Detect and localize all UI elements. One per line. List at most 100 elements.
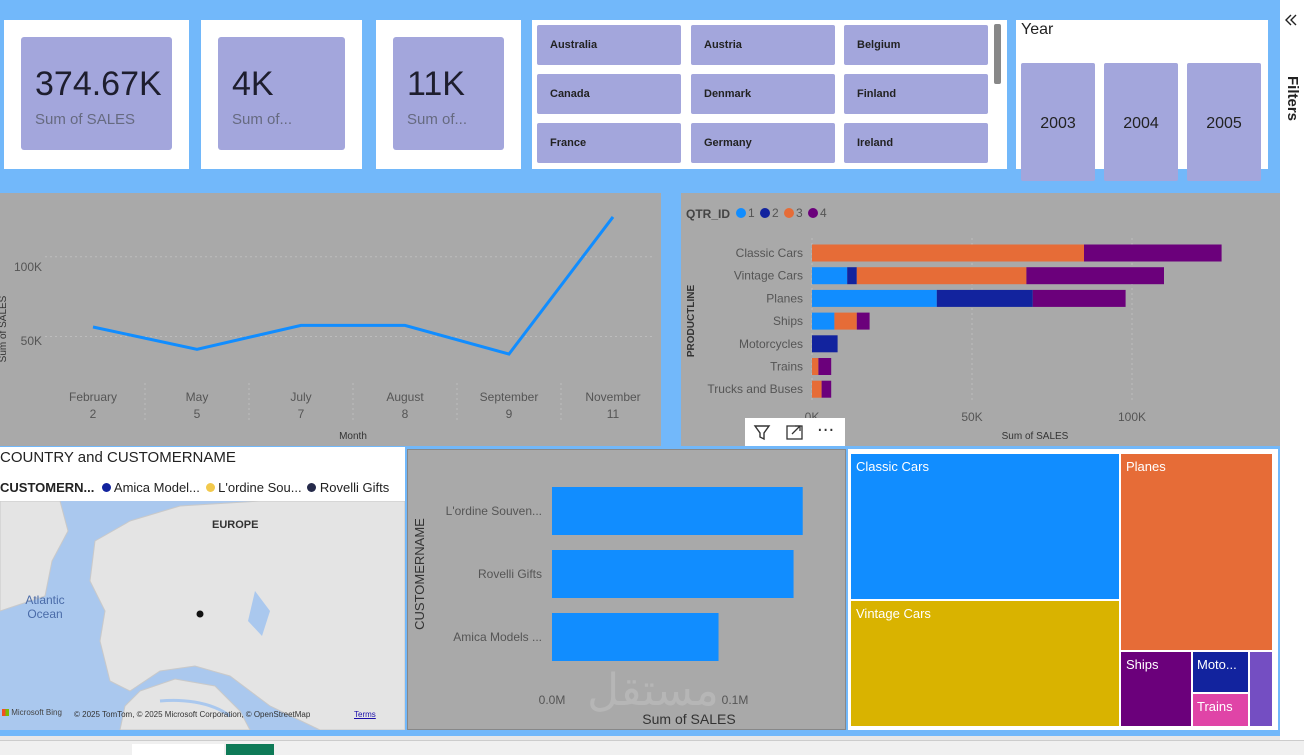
bar-segment[interactable]	[812, 244, 1084, 262]
year-slicer-title: Year	[1021, 21, 1054, 38]
page-tab-bar	[0, 740, 1304, 755]
bar-segment[interactable]	[1084, 244, 1222, 262]
bar-segment[interactable]	[812, 289, 937, 307]
kpi-card-2[interactable]: 4K Sum of...	[201, 20, 362, 169]
customer-bar-chart: مستقل L'ordine Souven... Rovelli Gifts Ami…	[412, 487, 803, 727]
country-option[interactable]: Belgium	[844, 25, 988, 65]
bar-segment[interactable]	[856, 267, 1027, 285]
treemap-label: Trains	[1197, 699, 1233, 714]
map-region-label: EUROPE	[212, 519, 259, 531]
treemap-tile-planes[interactable]: Planes	[1121, 454, 1272, 650]
watermark-text: مستقل	[587, 665, 719, 716]
bar-segment[interactable]	[856, 312, 870, 330]
customer-bar-panel[interactable]: مستقل L'ordine Souven... Rovelli Gifts Ami…	[407, 449, 846, 730]
country-option-label: France	[550, 137, 587, 149]
bar-series	[812, 244, 1222, 398]
kpi-card-3[interactable]: 11K Sum of...	[376, 20, 521, 169]
filters-pane[interactable]: Filters	[1280, 0, 1304, 740]
legend-marker	[736, 208, 746, 218]
treemap-tile-motorcycles[interactable]: Moto...	[1193, 652, 1248, 692]
treemap-label: Vintage Cars	[856, 606, 931, 621]
kpi-value: 4K	[232, 65, 274, 103]
category-label: Amica Models ...	[453, 630, 542, 644]
year-option[interactable]: 2004	[1104, 63, 1178, 181]
x-tick-label: August	[386, 390, 424, 404]
map-title: COUNTRY and CUSTOMERNAME	[0, 449, 236, 466]
country-option-label: Belgium	[857, 39, 901, 51]
bar-segment[interactable]	[1032, 289, 1126, 307]
legend-marker	[760, 208, 770, 218]
country-option-label: Australia	[550, 39, 598, 51]
chevrons-left-icon[interactable]	[1284, 12, 1298, 26]
map-terms-link[interactable]: Terms	[354, 710, 376, 719]
country-option[interactable]: Canada	[537, 74, 681, 114]
treemap-tile-trucks-and-buses[interactable]	[1250, 652, 1272, 726]
bar-segment[interactable]	[821, 380, 832, 398]
country-option-label: Germany	[704, 137, 752, 149]
page-tab-active[interactable]	[226, 744, 274, 755]
bar-segment[interactable]	[812, 380, 822, 398]
page-tab[interactable]	[132, 744, 224, 755]
country-option[interactable]: Austria	[691, 25, 835, 65]
line-chart-panel[interactable]: 100K 50K Sum of SALES February 2 May 5 July 7…	[0, 193, 661, 446]
productline-stacked-bar-chart: QTR_ID 1 2 3 4 Classic Cars Vintage Cars Plan…	[686, 206, 1222, 442]
country-option[interactable]: Ireland	[844, 123, 988, 163]
bar-segment[interactable]	[812, 358, 819, 375]
x-tick-label: July	[290, 390, 311, 404]
more-options-icon[interactable]: ···	[817, 420, 835, 441]
kpi-card-sales[interactable]: 374.67K Sum of SALES	[4, 20, 189, 169]
visual-header: ···	[745, 418, 845, 446]
sales-line[interactable]	[92, 216, 615, 356]
treemap-tile-classic-cars[interactable]: Classic Cars	[851, 454, 1119, 599]
kpi-label: Sum of SALES	[35, 111, 136, 128]
map-copyright: © 2025 TomTom, © 2025 Microsoft Corporat…	[74, 710, 311, 719]
treemap-tile-vintage-cars[interactable]: Vintage Cars	[851, 601, 1119, 726]
y-axis-title: CUSTOMERNAME	[412, 518, 427, 630]
bar-segment[interactable]	[834, 312, 857, 330]
year-option-label: 2005	[1206, 115, 1242, 132]
slicer-scrollbar[interactable]	[994, 24, 1001, 84]
bar-segment[interactable]	[936, 289, 1033, 307]
bar-segment[interactable]	[812, 335, 838, 353]
bar-series	[552, 487, 803, 661]
country-option[interactable]: Finland	[844, 74, 988, 114]
legend-dot	[102, 483, 112, 492]
x-tick-label: 100K	[1118, 410, 1146, 424]
x-tick-label: 7	[298, 407, 305, 421]
filter-icon[interactable]	[750, 420, 774, 444]
y-tick-label: 100K	[14, 260, 42, 274]
x-tick-label: 8	[402, 407, 409, 421]
bar-segment[interactable]	[847, 267, 857, 285]
country-option[interactable]: Australia	[537, 25, 681, 65]
year-option[interactable]: 2005	[1187, 63, 1261, 181]
x-tick-label: February	[69, 390, 117, 404]
customer-bar[interactable]	[552, 613, 719, 661]
map-canvas[interactable]: EUROPE Atlantic Ocean Microsoft Bing © 2…	[0, 500, 405, 730]
treemap-tile-ships[interactable]: Ships	[1121, 652, 1191, 726]
treemap-tile-trains[interactable]: Trains	[1193, 694, 1248, 726]
focus-mode-icon[interactable]	[783, 420, 807, 444]
customer-bar[interactable]	[552, 487, 803, 535]
kpi-tile: 11K Sum of...	[393, 37, 504, 150]
productline-bar-panel[interactable]: QTR_ID 1 2 3 4 Classic Cars Vintage Cars Plan…	[681, 193, 1280, 446]
customer-bar[interactable]	[552, 550, 794, 598]
chart-legend: 1 2 3 4	[736, 206, 827, 220]
bar-segment[interactable]	[818, 358, 832, 375]
legend-dot	[307, 483, 317, 492]
x-axis-title: Sum of SALES	[1002, 431, 1069, 442]
x-tick-label: May	[186, 390, 209, 404]
country-option[interactable]: France	[537, 123, 681, 163]
map-ocean-label: Atlantic Ocean	[25, 593, 65, 621]
bar-segment[interactable]	[1026, 267, 1164, 285]
country-option[interactable]: Germany	[691, 123, 835, 163]
treemap-label: Moto...	[1197, 657, 1237, 672]
map-visual[interactable]: COUNTRY and CUSTOMERNAME CUSTOMERN... Am…	[0, 447, 405, 730]
year-option-label: 2003	[1040, 115, 1076, 132]
country-option[interactable]: Denmark	[691, 74, 835, 114]
bar-segment[interactable]	[812, 312, 835, 330]
x-axis-title: Sum of SALES	[642, 711, 735, 727]
year-option[interactable]: 2003	[1021, 63, 1095, 181]
legend-marker	[808, 208, 818, 218]
category-label: Ships	[773, 314, 803, 328]
bar-segment[interactable]	[812, 267, 848, 285]
